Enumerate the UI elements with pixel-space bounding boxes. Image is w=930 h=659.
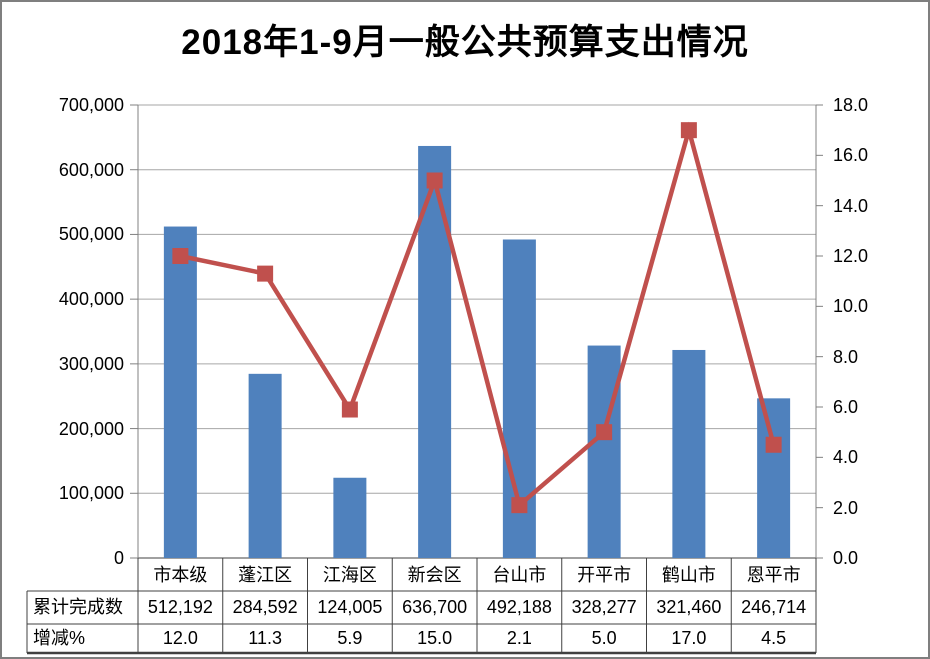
left-axis-tick-label: 500,000 <box>58 224 124 245</box>
table-cell-cumulative: 284,592 <box>232 597 298 617</box>
right-axis-tick-label: 0.0 <box>833 548 859 568</box>
left-axis-tick-label: 0 <box>113 548 124 568</box>
category-label: 开平市 <box>577 565 632 585</box>
bar-7[interactable] <box>757 398 791 558</box>
bar-0[interactable] <box>163 226 197 558</box>
line-marker-0[interactable] <box>172 248 189 264</box>
right-axis-tick-label: 18.0 <box>833 95 869 115</box>
bar-2[interactable] <box>333 477 367 558</box>
table-cell-change-pct: 17.0 <box>671 628 707 648</box>
line-marker-2[interactable] <box>341 401 358 418</box>
right-axis-tick-label: 2.0 <box>833 497 859 518</box>
table-cell-cumulative: 636,700 <box>402 597 468 617</box>
left-axis-tick-label: 400,000 <box>58 289 124 310</box>
chart-title: 2018年1-9月一般公共预算支出情况 <box>181 23 749 62</box>
table-cell-cumulative: 246,714 <box>741 597 807 617</box>
table-cell-cumulative: 512,192 <box>147 597 213 617</box>
bar-1[interactable] <box>248 373 282 558</box>
line-marker-5[interactable] <box>596 424 613 441</box>
right-axis-tick-label: 6.0 <box>833 397 859 417</box>
left-axis-tick-label: 700,000 <box>58 95 124 115</box>
table-cell-cumulative: 328,277 <box>571 597 637 617</box>
line-marker-4[interactable] <box>511 497 528 514</box>
line-marker-3[interactable] <box>426 172 443 189</box>
line-marker-1[interactable] <box>257 265 274 282</box>
table-cell-cumulative: 492,188 <box>486 597 552 617</box>
left-axis-tick-label: 100,000 <box>58 483 124 504</box>
table-cell-change-pct: 12.0 <box>162 628 198 648</box>
table-cell-change-pct: 5.0 <box>591 628 617 648</box>
trend-line <box>179 121 776 510</box>
line-marker-7[interactable] <box>765 436 782 453</box>
bar-6[interactable] <box>672 349 706 558</box>
category-label: 新会区 <box>407 565 462 585</box>
table-cell-change-pct: 2.1 <box>506 628 532 648</box>
category-label: 江海区 <box>322 565 377 585</box>
table-cell-change-pct: 5.9 <box>337 628 363 648</box>
bar-5[interactable] <box>587 345 621 558</box>
right-axis-tick-label: 10.0 <box>833 296 869 317</box>
left-axis-tick-label: 600,000 <box>58 159 124 180</box>
right-axis-tick-label: 8.0 <box>833 346 859 367</box>
category-label: 市本级 <box>153 565 208 585</box>
category-label: 恩平市 <box>746 565 801 585</box>
left-axis-tick-label: 200,000 <box>58 418 124 439</box>
right-axis-tick-label: 14.0 <box>833 195 869 216</box>
table-cell-change-pct: 15.0 <box>417 628 453 648</box>
right-axis-tick-label: 4.0 <box>833 447 859 468</box>
table-row-header-cumulative: 累计完成数 <box>33 597 123 617</box>
category-label: 鹤山市 <box>661 565 716 585</box>
right-axis-tick-label: 16.0 <box>833 145 869 166</box>
category-label: 台山市 <box>492 565 547 585</box>
table-cell-cumulative: 124,005 <box>317 597 383 617</box>
left-axis-tick-label: 300,000 <box>58 353 124 374</box>
right-axis-tick-label: 12.0 <box>833 246 869 266</box>
table-cell-change-pct: 4.5 <box>761 628 787 648</box>
table-cell-cumulative: 321,460 <box>656 597 722 617</box>
table-row-header-change-pct: 增减% <box>33 628 86 648</box>
line-marker-6[interactable] <box>680 122 697 139</box>
category-label: 蓬江区 <box>238 565 293 585</box>
table-cell-change-pct: 11.3 <box>248 628 282 648</box>
